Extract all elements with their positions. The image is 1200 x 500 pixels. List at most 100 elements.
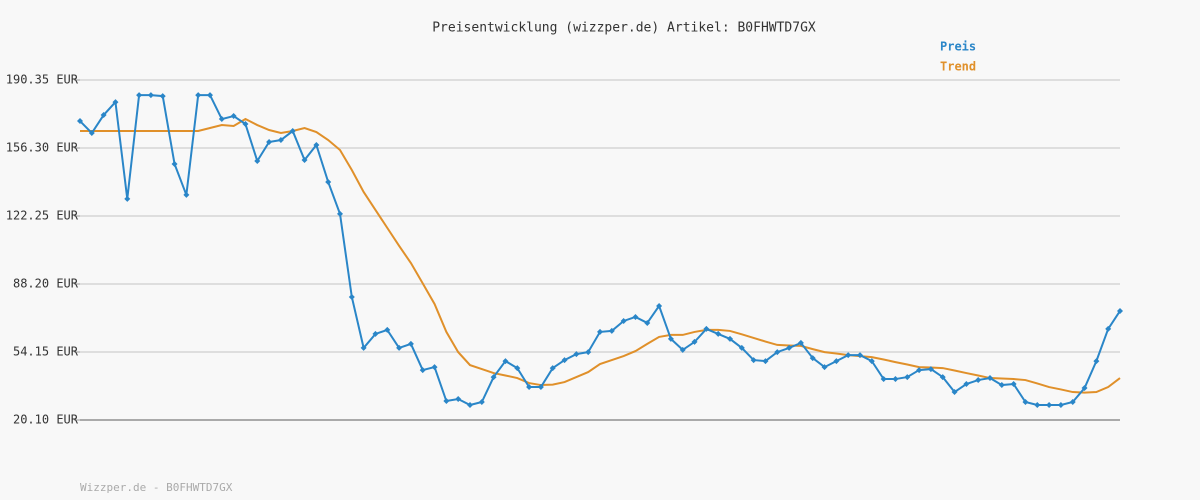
point-marker	[1034, 402, 1041, 409]
point-marker	[419, 367, 426, 374]
point-marker	[585, 349, 592, 356]
point-marker	[762, 358, 769, 365]
series-line	[80, 117, 1121, 394]
point-marker	[916, 367, 923, 374]
point-marker	[821, 364, 828, 371]
point-marker	[218, 116, 225, 123]
point-marker	[951, 389, 958, 396]
point-marker	[833, 358, 840, 365]
point-marker	[147, 92, 154, 99]
point-marker	[998, 382, 1005, 389]
point-marker	[656, 302, 663, 309]
point-marker	[230, 113, 237, 120]
point-marker	[183, 191, 190, 198]
point-marker	[207, 92, 213, 99]
point-marker	[136, 92, 143, 99]
point-marker	[1057, 402, 1064, 409]
point-marker	[608, 327, 615, 334]
point-marker	[443, 398, 450, 405]
point-marker	[514, 365, 521, 372]
point-marker	[384, 326, 391, 333]
point-marker	[337, 210, 343, 217]
point-marker	[1022, 399, 1029, 406]
point-marker	[467, 402, 473, 409]
point-marker	[348, 293, 355, 300]
point-marker	[372, 330, 379, 337]
point-marker	[526, 384, 533, 391]
point-marker	[277, 137, 284, 144]
point-marker	[632, 313, 639, 320]
point-marker	[738, 344, 745, 351]
point-marker	[715, 330, 722, 337]
point-marker	[857, 352, 863, 359]
point-marker	[159, 93, 166, 100]
point-marker	[845, 352, 852, 359]
point-marker	[904, 374, 911, 381]
y-tick-label: 20.10 EUR	[13, 413, 79, 427]
point-marker	[1081, 385, 1088, 392]
point-marker	[549, 365, 556, 372]
point-marker	[963, 381, 970, 388]
point-marker	[797, 339, 804, 346]
point-marker	[360, 344, 367, 351]
point-marker	[1046, 402, 1053, 409]
point-marker	[1117, 307, 1123, 314]
point-marker	[1010, 381, 1017, 388]
legend-label: Trend	[940, 60, 976, 74]
point-marker	[620, 317, 627, 324]
point-marker	[750, 357, 757, 364]
point-marker	[691, 338, 698, 345]
point-marker	[927, 366, 934, 373]
point-marker	[100, 112, 107, 119]
point-marker	[289, 128, 296, 135]
point-marker	[171, 160, 178, 167]
point-marker	[573, 351, 580, 358]
point-marker	[537, 384, 544, 391]
point-marker	[431, 364, 438, 371]
point-marker	[880, 376, 887, 383]
point-marker	[1105, 325, 1112, 332]
point-marker	[266, 139, 273, 146]
point-marker	[727, 335, 733, 342]
point-marker	[774, 349, 781, 356]
point-marker	[478, 399, 485, 406]
point-marker	[77, 118, 83, 125]
point-marker	[1069, 399, 1076, 406]
point-marker	[88, 130, 95, 137]
legend-label: Preis	[940, 40, 976, 54]
point-marker	[195, 92, 202, 99]
y-tick-label: 122.25 EUR	[6, 209, 79, 223]
point-marker	[786, 344, 793, 351]
point-marker	[112, 99, 119, 106]
point-marker	[254, 157, 261, 164]
point-marker	[644, 319, 651, 326]
point-marker	[679, 346, 686, 353]
point-marker	[975, 377, 982, 384]
point-marker	[124, 195, 131, 202]
point-marker	[561, 357, 568, 364]
footer: Wizzper.de - B0FHWTD7GX	[80, 481, 233, 494]
point-marker	[868, 358, 875, 365]
point-marker	[325, 178, 332, 185]
point-marker	[407, 340, 414, 347]
point-marker	[809, 355, 816, 362]
y-tick-label: 88.20 EUR	[13, 277, 79, 291]
y-tick-label: 156.30 EUR	[6, 141, 79, 155]
y-tick-label: 190.35 EUR	[6, 73, 79, 87]
chart-title: Preisentwicklung (wizzper.de) Artikel: B…	[432, 21, 816, 36]
point-marker	[490, 374, 497, 381]
point-marker	[987, 375, 993, 382]
point-marker	[502, 358, 509, 365]
point-marker	[892, 376, 899, 383]
point-marker	[667, 335, 674, 342]
point-marker	[1093, 358, 1100, 365]
point-marker	[455, 396, 462, 403]
y-tick-label: 54.15 EUR	[13, 345, 79, 359]
point-marker	[396, 344, 403, 351]
point-marker	[939, 374, 946, 381]
point-marker	[703, 325, 710, 332]
point-marker	[313, 142, 320, 149]
point-marker	[242, 121, 249, 128]
